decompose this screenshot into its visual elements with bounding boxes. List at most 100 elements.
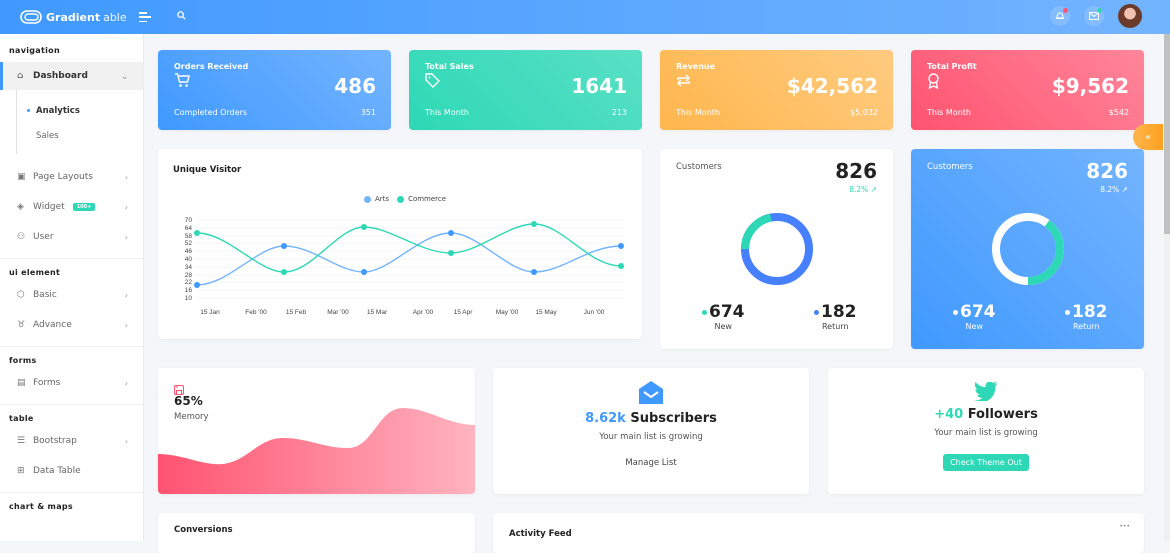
unique-visitor-card: Unique Visitor Arts Commerce 70 64 58 52 46 4… (158, 149, 642, 339)
brand-name: Gradient (46, 10, 101, 24)
followers-count: +40 (934, 407, 964, 422)
return-value: 182 (821, 302, 857, 322)
card-title: Conversions (174, 525, 233, 535)
sidebar-item-advance[interactable]: ♉ Advance › (0, 310, 143, 340)
section-caption-navigation: navigation (9, 46, 60, 55)
save-icon (173, 380, 185, 399)
award-icon (927, 73, 1128, 93)
customers-card-blue: Customers 826 8.2% ↗ 674 New 182 Return (911, 149, 1144, 349)
sidebar-item-label: Data Table (33, 466, 81, 476)
layers-icon: ◈ (17, 202, 24, 212)
svg-text:52: 52 (185, 240, 193, 247)
card-title: Activity Feed (509, 529, 572, 539)
new-customers-stat: 674 New (702, 302, 745, 331)
tag-icon (425, 73, 626, 92)
sidebar-item-label: User (33, 232, 54, 242)
followers-card: +40 Followers Your main list is growing … (828, 368, 1144, 494)
sidebar-item-data-table[interactable]: ⊞ Data Table (0, 456, 143, 486)
subscribers-subtitle: Your main list is growing (599, 432, 703, 442)
return-label: Return (1072, 322, 1100, 331)
followers-label: Followers (967, 407, 1038, 422)
svg-text:58: 58 (185, 233, 193, 240)
brand-logo[interactable]: Gradient able (20, 10, 127, 24)
stat-value: 486 (334, 74, 376, 98)
svg-text:Mar '00: Mar '00 (327, 309, 349, 316)
server-icon: ☰ (17, 436, 26, 446)
sidebar-item-widget[interactable]: ◈ Widget 100+ › (0, 192, 143, 222)
sidebar-subitem-sales[interactable]: Sales (0, 123, 143, 148)
sidebar: navigation ⌂ Dashboard ⌄ Analytics Sales… (0, 34, 144, 541)
notification-bell-icon[interactable] (1050, 6, 1070, 26)
twitter-icon (828, 381, 1144, 401)
grid-icon: ⊞ (17, 466, 25, 476)
stat-foot-label: This Month (927, 108, 971, 117)
section-caption-table: table (9, 414, 34, 423)
chevron-right-icon: › (124, 290, 128, 300)
sidebar-item-bootstrap[interactable]: ☰ Bootstrap › (0, 426, 143, 456)
customers-change: 8.2% ↗ (1100, 185, 1128, 194)
change-value: 8.2% (849, 185, 869, 194)
svg-text:40: 40 (185, 256, 193, 263)
svg-text:15 Apr: 15 Apr (454, 309, 474, 316)
sidebar-item-basic[interactable]: ⬡ Basic › (0, 280, 143, 310)
svg-text:Feb '00: Feb '00 (245, 309, 267, 316)
stat-value: $9,562 (1051, 74, 1129, 98)
stat-foot-label: This Month (676, 108, 720, 117)
customers-change: 8.2% ↗ (849, 185, 877, 194)
legend-label[interactable]: Commerce (408, 195, 447, 203)
sidebar-item-label: Basic (33, 290, 57, 300)
scrollbar-thumb[interactable] (1164, 34, 1170, 234)
stat-foot-value: $542 (1108, 108, 1129, 117)
mail-icon[interactable] (1084, 6, 1104, 26)
sidebar-item-forms[interactable]: ▤ Forms › (0, 368, 143, 398)
chevron-right-icon: › (124, 320, 128, 330)
legend-label[interactable]: Arts (375, 195, 390, 203)
user-avatar[interactable] (1118, 4, 1142, 28)
customers-total: 826 (1086, 159, 1128, 183)
memory-area-chart (158, 408, 475, 494)
donut-chart (992, 213, 1064, 285)
return-customers-stat: 182 Return (1065, 302, 1108, 331)
top-bar: Gradient able (0, 0, 1170, 34)
theme-customizer-toggle[interactable]: « (1133, 124, 1163, 150)
sidebar-item-dashboard[interactable]: ⌂ Dashboard ⌄ (0, 62, 143, 90)
sidebar-subitem-analytics[interactable]: Analytics (0, 98, 143, 123)
trending-up-icon: ↗ (870, 185, 877, 194)
donut-chart (741, 213, 813, 285)
sidebar-item-page-layouts[interactable]: ▣ Page Layouts › (0, 162, 143, 192)
search-icon[interactable] (176, 11, 186, 23)
stat-foot-value: $5,032 (850, 108, 878, 117)
stat-foot-value: 351 (360, 108, 376, 117)
subscribers-count: 8.62k (585, 411, 626, 426)
new-value: 674 (960, 302, 996, 322)
envelope-open-icon (493, 380, 809, 406)
new-value: 674 (709, 302, 745, 322)
check-theme-out-button[interactable]: Check Theme Out (943, 454, 1029, 471)
page-scrollbar[interactable] (1164, 34, 1170, 541)
layout-icon: ▣ (17, 172, 26, 182)
trending-up-icon: ↗ (1121, 185, 1128, 194)
activity-feed-card: Activity Feed ••• (493, 513, 1144, 553)
svg-text:Jun '00: Jun '00 (584, 309, 605, 316)
card-title: Customers (927, 162, 973, 172)
customers-total: 826 (835, 159, 877, 183)
new-dot (953, 309, 958, 315)
sidebar-subitem-label: Analytics (36, 105, 80, 116)
sidebar-item-user[interactable]: ⚇ User › (0, 222, 143, 252)
return-value: 182 (1072, 302, 1108, 322)
svg-text:22: 22 (185, 279, 193, 286)
chevron-right-icon: › (124, 232, 128, 242)
conversions-card: Conversions (158, 513, 475, 553)
memory-percent: 65% (174, 394, 203, 408)
chart-legend: Arts Commerce (364, 195, 446, 203)
menu-toggle-icon[interactable] (138, 12, 151, 22)
new-label: New (965, 322, 983, 331)
manage-list-button[interactable]: Manage List (625, 458, 677, 468)
widget-count-badge: 100+ (72, 203, 96, 211)
cart-icon (174, 73, 375, 92)
more-options-icon[interactable]: ••• (1119, 523, 1130, 530)
sidebar-item-label: Dashboard (33, 71, 88, 81)
return-dot (1065, 309, 1070, 315)
new-customers-stat: 674 New (953, 302, 996, 331)
